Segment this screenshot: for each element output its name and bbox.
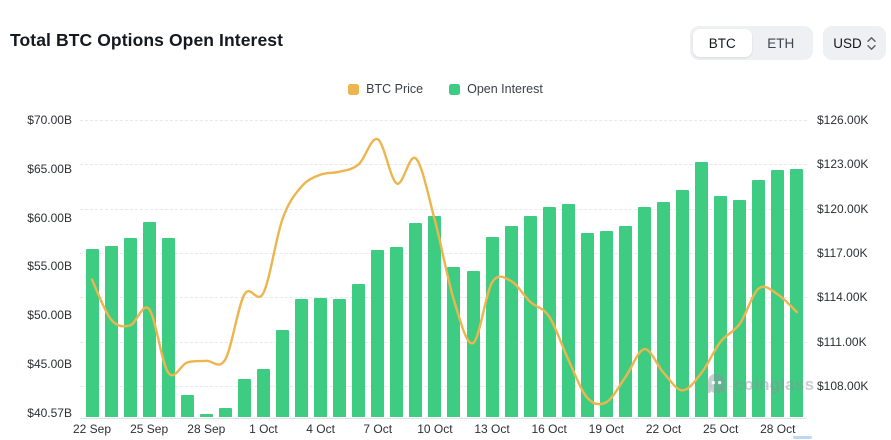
x-axis-label: 1 Oct [249, 422, 278, 436]
open-interest-bar[interactable] [276, 330, 289, 418]
open-interest-bar[interactable] [104, 246, 118, 418]
y-axis-label-right: $123.00K [817, 157, 869, 172]
tab-eth[interactable]: ETH [752, 29, 811, 57]
gridline [80, 297, 807, 299]
x-axis-label: 7 Oct [363, 422, 393, 436]
open-interest-bar[interactable] [714, 195, 728, 418]
open-interest-bar[interactable] [409, 223, 423, 418]
x-axis-label: 13 Oct [474, 422, 510, 436]
gridline [80, 208, 807, 210]
x-axis-label: 28 Oct [760, 422, 796, 436]
x-axis-label: 22 Oct [645, 422, 682, 436]
currency-select[interactable]: USD [823, 26, 886, 60]
open-interest-bar[interactable] [790, 168, 804, 418]
open-interest-bar[interactable] [333, 298, 347, 418]
open-interest-bar[interactable] [637, 206, 651, 418]
y-axis-label-left: $65.00B [27, 161, 72, 176]
page-title: Total BTC Options Open Interest [10, 30, 284, 50]
y-axis-label-right: $108.00K [817, 378, 869, 393]
open-interest-bar[interactable] [447, 266, 461, 418]
open-interest-bar[interactable] [599, 231, 613, 418]
legend-btc-price[interactable]: BTC Price [348, 82, 423, 96]
legend-open-interest-label: Open Interest [467, 82, 543, 96]
open-interest-bar[interactable] [504, 226, 518, 418]
x-axis-label: 25 Sep [130, 422, 169, 436]
open-interest-bar[interactable] [256, 368, 270, 418]
open-interest-bar[interactable] [523, 216, 537, 418]
chart-legend: BTC Price Open Interest [0, 82, 891, 96]
x-axis-label: 16 Oct [531, 422, 567, 436]
open-interest-bar[interactable] [676, 189, 690, 418]
open-interest-bar[interactable] [218, 408, 232, 418]
x-axis-label: 10 Oct [417, 422, 453, 436]
open-interest-bar[interactable] [352, 283, 366, 418]
y-axis-label-left: $45.00B [27, 356, 72, 371]
y-axis-label-right: $111.00K [817, 334, 867, 349]
btc-price-swatch [348, 83, 360, 95]
x-axis-label: 25 Oct [702, 422, 739, 436]
y-axis-label-right: $117.00K [817, 245, 868, 260]
open-interest-bar[interactable] [85, 249, 99, 418]
open-interest-bar[interactable] [580, 233, 594, 418]
gridline [80, 341, 807, 343]
gridline [80, 385, 807, 387]
y-axis-label-left: $55.00B [27, 259, 72, 274]
open-interest-bar[interactable] [428, 216, 442, 418]
x-axis-label: 22 Sep [72, 422, 112, 436]
y-axis-label-right: $114.00K [817, 290, 868, 305]
open-interest-bar[interactable] [314, 297, 328, 418]
asset-toggle: BTC ETH [690, 26, 813, 60]
open-interest-bar[interactable] [752, 179, 766, 418]
y-axis-label-right: $126.00K [817, 113, 869, 127]
open-interest-bar[interactable] [542, 206, 556, 418]
open-interest-bar[interactable] [485, 237, 499, 418]
open-interest-bar[interactable] [237, 378, 251, 418]
tab-btc[interactable]: BTC [693, 29, 752, 57]
open-interest-swatch [449, 83, 461, 95]
chevron-up-down-icon [867, 36, 876, 51]
y-axis-label-left: $50.00B [27, 308, 72, 323]
open-interest-bar[interactable] [657, 201, 670, 418]
scrollbar-artifact [793, 436, 812, 439]
currency-select-label: USD [833, 35, 862, 51]
gridline [80, 120, 807, 121]
x-axis-label: 19 Oct [588, 422, 625, 436]
gridline [80, 164, 807, 166]
y-axis-label-right: $120.00K [817, 201, 869, 216]
open-interest-bar[interactable] [161, 238, 175, 418]
open-interest-bar[interactable] [733, 199, 747, 418]
legend-btc-price-label: BTC Price [366, 82, 424, 96]
y-axis-label-left: $70.00B [27, 113, 72, 127]
x-axis-label: 4 Oct [306, 422, 335, 436]
open-interest-bar[interactable] [199, 414, 213, 418]
open-interest-bar[interactable] [371, 250, 385, 418]
open-interest-bar[interactable] [390, 247, 404, 418]
open-interest-bar[interactable] [695, 162, 709, 418]
y-axis-label-left: $60.00B [27, 210, 72, 225]
x-axis-label: 28 Sep [187, 422, 226, 436]
open-interest-bar[interactable] [123, 238, 137, 418]
open-interest-bar[interactable] [295, 298, 309, 418]
legend-open-interest[interactable]: Open Interest [449, 82, 543, 96]
open-interest-bar[interactable] [180, 394, 194, 418]
y-axis-label-left: $40.57B [27, 405, 72, 420]
x-axis-line [80, 417, 807, 419]
open-interest-bar[interactable] [142, 222, 156, 418]
